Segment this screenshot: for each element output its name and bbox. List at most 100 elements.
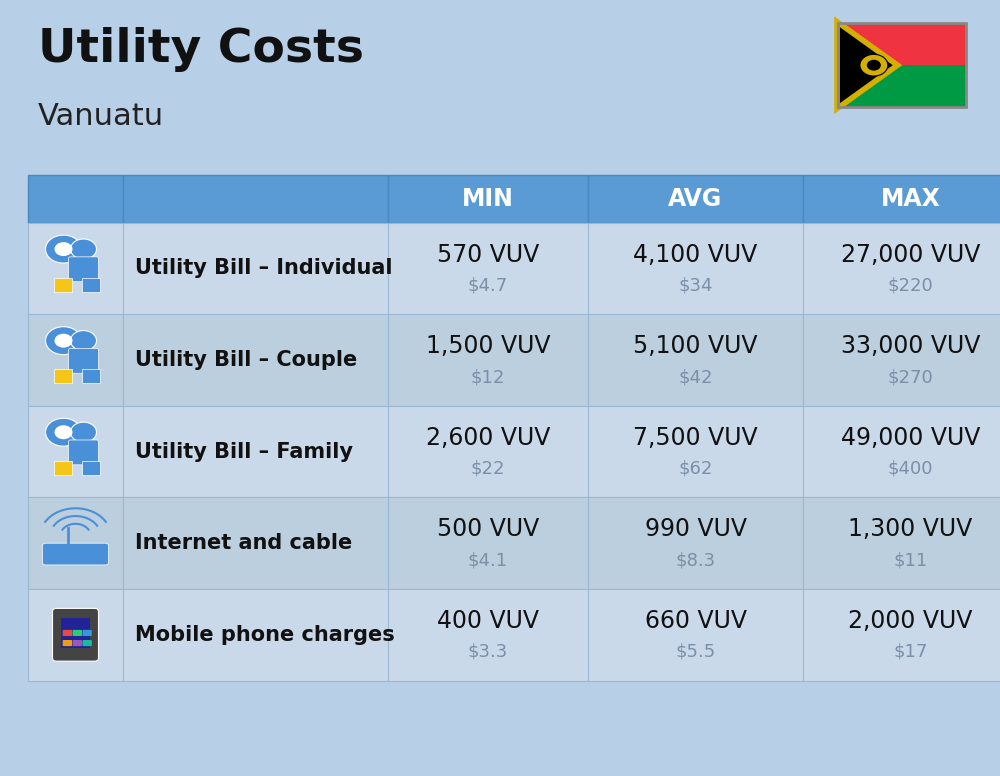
FancyBboxPatch shape [123, 497, 388, 589]
Text: 27,000 VUV: 27,000 VUV [841, 243, 980, 266]
FancyBboxPatch shape [82, 278, 100, 292]
FancyBboxPatch shape [588, 175, 803, 223]
Text: MAX: MAX [881, 187, 940, 210]
Text: Utility Bill – Individual: Utility Bill – Individual [135, 258, 392, 279]
Text: 4,100 VUV: 4,100 VUV [633, 243, 758, 266]
FancyBboxPatch shape [803, 406, 1000, 497]
Text: $270: $270 [888, 368, 933, 386]
Circle shape [70, 331, 96, 351]
Text: 1,300 VUV: 1,300 VUV [848, 518, 973, 541]
FancyBboxPatch shape [803, 223, 1000, 314]
FancyBboxPatch shape [42, 543, 108, 565]
FancyBboxPatch shape [61, 618, 90, 648]
FancyBboxPatch shape [123, 314, 388, 406]
FancyBboxPatch shape [803, 497, 1000, 589]
Text: MIN: MIN [462, 187, 514, 210]
Text: Utility Bill – Couple: Utility Bill – Couple [135, 350, 357, 370]
Text: $22: $22 [471, 459, 505, 478]
FancyBboxPatch shape [28, 406, 123, 497]
FancyBboxPatch shape [388, 314, 588, 406]
FancyBboxPatch shape [54, 278, 72, 292]
FancyBboxPatch shape [803, 175, 1000, 223]
Text: $3.3: $3.3 [468, 643, 508, 661]
FancyBboxPatch shape [28, 589, 123, 681]
FancyBboxPatch shape [54, 369, 72, 383]
Circle shape [54, 334, 72, 348]
Circle shape [860, 54, 888, 76]
FancyBboxPatch shape [803, 589, 1000, 681]
Text: Vanuatu: Vanuatu [38, 102, 164, 131]
Text: 660 VUV: 660 VUV [645, 609, 747, 632]
FancyBboxPatch shape [63, 630, 72, 636]
Text: AVG: AVG [668, 187, 723, 210]
Text: 570 VUV: 570 VUV [437, 243, 539, 266]
Text: $12: $12 [471, 368, 505, 386]
FancyBboxPatch shape [28, 223, 123, 314]
FancyBboxPatch shape [63, 640, 72, 646]
FancyBboxPatch shape [388, 589, 588, 681]
FancyBboxPatch shape [588, 223, 803, 314]
FancyBboxPatch shape [388, 406, 588, 497]
Text: $8.3: $8.3 [675, 551, 716, 570]
FancyBboxPatch shape [588, 406, 803, 497]
Text: 5,100 VUV: 5,100 VUV [633, 334, 758, 358]
Text: Utility Bill – Family: Utility Bill – Family [135, 442, 353, 462]
Text: $62: $62 [678, 459, 713, 478]
FancyBboxPatch shape [68, 440, 98, 465]
Text: $4.7: $4.7 [468, 276, 508, 295]
FancyBboxPatch shape [123, 406, 388, 497]
FancyBboxPatch shape [588, 497, 803, 589]
Circle shape [867, 60, 881, 71]
Text: 2,000 VUV: 2,000 VUV [848, 609, 973, 632]
FancyBboxPatch shape [82, 369, 100, 383]
FancyBboxPatch shape [388, 175, 588, 223]
Text: $42: $42 [678, 368, 713, 386]
Text: $400: $400 [888, 459, 933, 478]
FancyBboxPatch shape [28, 497, 123, 589]
Text: 2,600 VUV: 2,600 VUV [426, 426, 550, 449]
FancyBboxPatch shape [388, 223, 588, 314]
Text: $4.1: $4.1 [468, 551, 508, 570]
Text: $11: $11 [893, 551, 928, 570]
FancyBboxPatch shape [123, 589, 388, 681]
Circle shape [46, 235, 82, 263]
Circle shape [54, 242, 72, 256]
Text: 990 VUV: 990 VUV [645, 518, 747, 541]
Text: $5.5: $5.5 [675, 643, 716, 661]
FancyBboxPatch shape [588, 589, 803, 681]
FancyBboxPatch shape [123, 223, 388, 314]
Text: Utility Costs: Utility Costs [38, 27, 364, 72]
Text: 1,500 VUV: 1,500 VUV [426, 334, 550, 358]
Text: 33,000 VUV: 33,000 VUV [841, 334, 980, 358]
Text: Mobile phone charges: Mobile phone charges [135, 625, 395, 645]
Text: Internet and cable: Internet and cable [135, 533, 352, 553]
Text: 400 VUV: 400 VUV [437, 609, 539, 632]
FancyBboxPatch shape [73, 640, 82, 646]
FancyBboxPatch shape [123, 175, 388, 223]
Circle shape [54, 425, 72, 439]
Circle shape [46, 418, 82, 446]
FancyBboxPatch shape [28, 314, 123, 406]
FancyBboxPatch shape [588, 314, 803, 406]
FancyBboxPatch shape [54, 461, 72, 475]
FancyBboxPatch shape [82, 640, 92, 646]
FancyBboxPatch shape [838, 23, 966, 65]
FancyBboxPatch shape [28, 175, 123, 223]
FancyBboxPatch shape [52, 608, 98, 661]
FancyBboxPatch shape [68, 348, 98, 373]
FancyBboxPatch shape [803, 314, 1000, 406]
Text: $220: $220 [888, 276, 933, 295]
Circle shape [46, 327, 82, 355]
FancyBboxPatch shape [68, 257, 98, 282]
Text: $17: $17 [893, 643, 928, 661]
Text: 500 VUV: 500 VUV [437, 518, 539, 541]
FancyBboxPatch shape [82, 461, 100, 475]
FancyBboxPatch shape [388, 497, 588, 589]
FancyBboxPatch shape [73, 630, 82, 636]
FancyBboxPatch shape [838, 65, 966, 107]
Text: 7,500 VUV: 7,500 VUV [633, 426, 758, 449]
Polygon shape [838, 23, 894, 107]
Text: $34: $34 [678, 276, 713, 295]
Circle shape [70, 239, 96, 259]
Text: 49,000 VUV: 49,000 VUV [841, 426, 980, 449]
